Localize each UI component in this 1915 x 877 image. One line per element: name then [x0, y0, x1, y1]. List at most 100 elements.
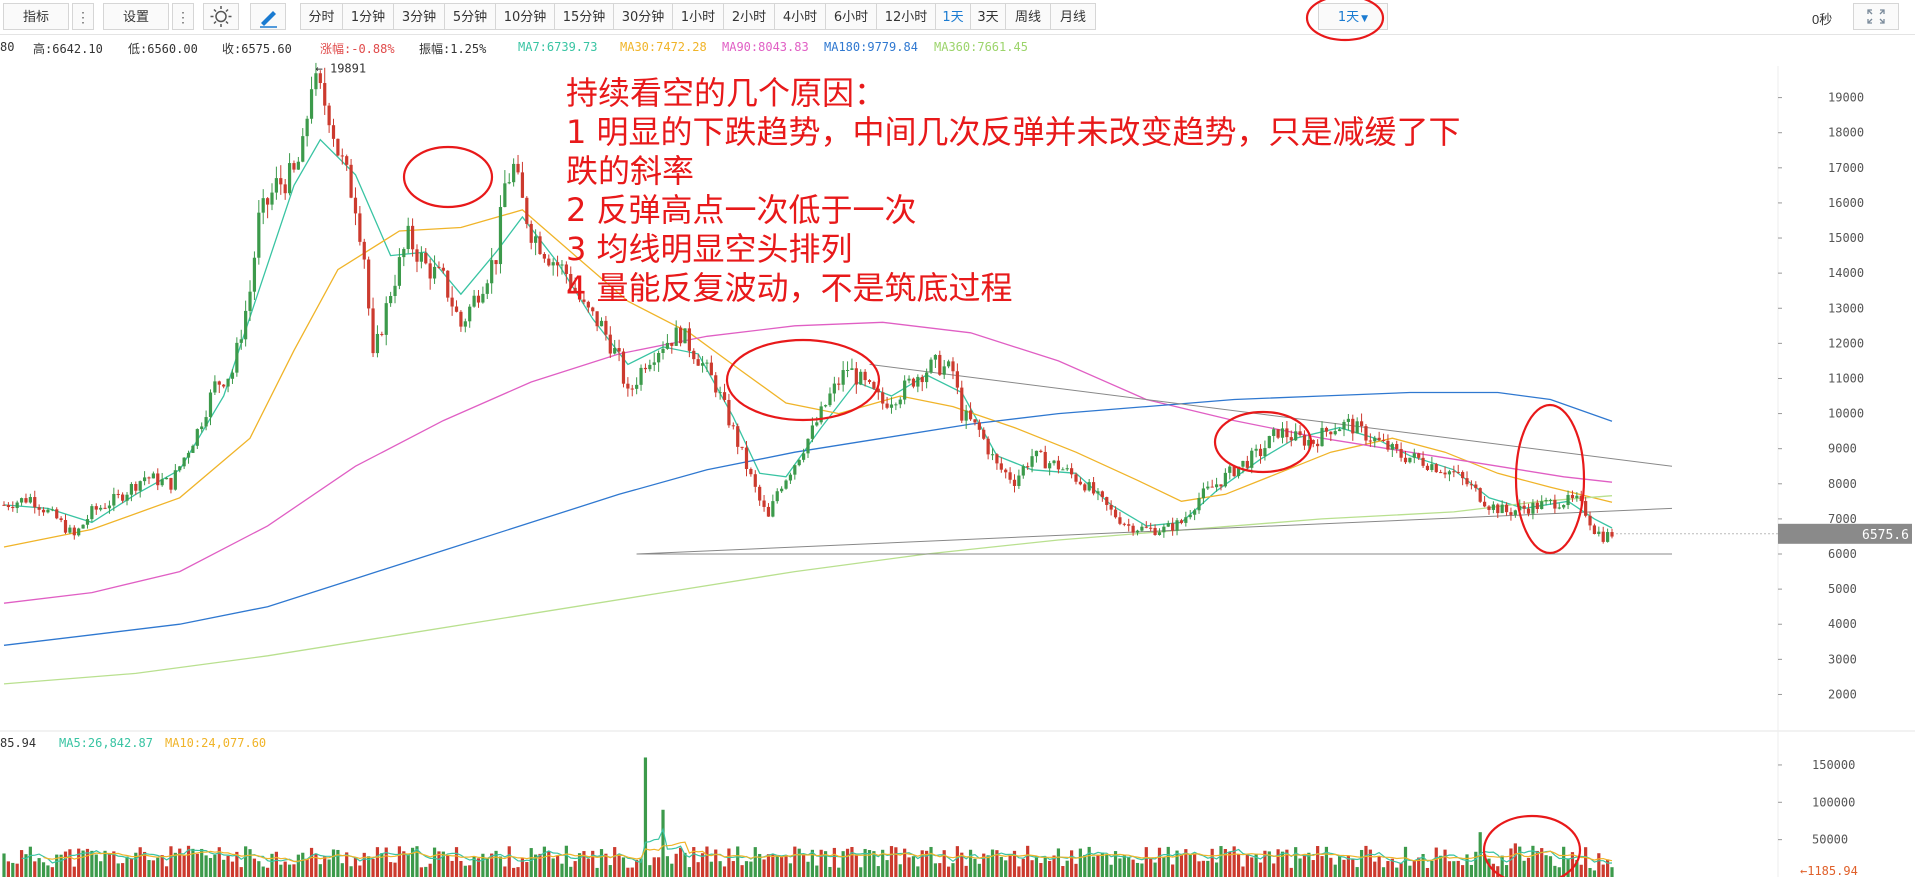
candle-body — [714, 375, 718, 393]
volume-bar — [1469, 864, 1474, 877]
indicators-menu-icon[interactable]: ⋮ — [72, 3, 94, 30]
candle-body — [371, 308, 375, 354]
volume-bar — [512, 867, 516, 877]
settings-menu-icon[interactable]: ⋮ — [172, 3, 194, 30]
candle-body — [424, 252, 428, 264]
volume-bar — [1531, 845, 1535, 877]
volume-bar — [1201, 860, 1206, 877]
interval-button-4[interactable]: 10分钟 — [495, 3, 555, 30]
interval-button-1[interactable]: 1分钟 — [342, 3, 394, 30]
volume-bar — [380, 853, 384, 877]
candle-body — [722, 392, 727, 400]
candle-body — [151, 473, 155, 479]
candle-body — [287, 163, 292, 194]
volume-ma5-line — [21, 827, 1613, 865]
candle-body — [960, 387, 964, 421]
volume-bar — [1570, 852, 1575, 877]
candle-body — [630, 388, 634, 390]
interval-button-9[interactable]: 4小时 — [774, 3, 826, 30]
candle-body — [802, 453, 806, 460]
candle-body — [1153, 527, 1157, 535]
interval-button-12[interactable]: 1天 — [935, 3, 971, 30]
volume-bar — [1513, 843, 1517, 877]
candle-body — [1210, 486, 1214, 488]
candle-body — [1504, 504, 1509, 513]
volume-bar — [72, 866, 76, 877]
volume-bar — [503, 866, 507, 877]
volume-bar — [577, 853, 582, 877]
indicators-button[interactable]: 指标 — [3, 3, 69, 30]
candle-body — [1113, 509, 1118, 518]
chevron-down-icon: ▼ — [1361, 14, 1369, 24]
candle-body — [485, 283, 489, 294]
volume-bar — [1118, 858, 1122, 877]
settings-button[interactable]: 设置 — [103, 3, 169, 30]
interval-button-0[interactable]: 分时 — [300, 3, 343, 30]
candle-body — [859, 371, 863, 385]
candle-body — [1443, 472, 1447, 475]
candle-body — [1513, 510, 1517, 515]
candle-body — [1026, 466, 1030, 468]
volume-bar — [1113, 851, 1118, 877]
candle-body — [661, 348, 665, 353]
volume-bar — [1465, 854, 1469, 877]
interval-button-3[interactable]: 5分钟 — [444, 3, 496, 30]
volume-bar — [1048, 860, 1052, 877]
candle-body — [138, 481, 142, 491]
volume-bar — [1188, 854, 1192, 877]
volume-bar — [714, 849, 718, 877]
candle-body — [1034, 450, 1039, 457]
volume-bar — [1228, 851, 1232, 877]
volume-bar — [94, 854, 98, 877]
candle-body — [1149, 527, 1153, 529]
volume-bar — [1504, 865, 1509, 877]
volume-bar — [621, 857, 626, 877]
volume-bar — [1526, 857, 1531, 877]
volume-bar — [107, 853, 112, 877]
volume-bar — [331, 849, 336, 877]
volume-bar — [845, 848, 850, 877]
candle-body — [819, 406, 823, 423]
candle-body — [1579, 495, 1583, 502]
volume-bar — [85, 848, 90, 877]
volume-bar — [1193, 853, 1197, 877]
volume-bar — [1276, 849, 1280, 877]
interval-button-11[interactable]: 12小时 — [876, 3, 936, 30]
candle-body — [529, 223, 533, 243]
brightness-icon[interactable] — [203, 3, 239, 30]
draw-pen-icon[interactable] — [250, 3, 286, 30]
interval-button-15[interactable]: 月线 — [1050, 3, 1096, 30]
candle-body — [1592, 525, 1597, 535]
fullscreen-icon[interactable] — [1853, 3, 1899, 30]
price-tick-label: 7000 — [1828, 512, 1857, 526]
volume-bar — [700, 853, 705, 877]
interval-button-13[interactable]: 3天 — [970, 3, 1006, 30]
candle-body — [525, 197, 529, 224]
candle-body — [657, 352, 661, 363]
annotation-line-1a: 1 明显的下跌趋势，中间几次反弹并未改变趋势，只是减缓了下 — [566, 113, 1461, 151]
volume-bar — [178, 848, 182, 877]
candle-body — [1425, 465, 1430, 470]
candle-body — [555, 262, 560, 266]
interval-dropdown[interactable]: 1天 ▼ — [1318, 3, 1388, 30]
interval-button-5[interactable]: 15分钟 — [554, 3, 614, 30]
volume-bar — [261, 866, 265, 877]
interval-button-14[interactable]: 周线 — [1005, 3, 1051, 30]
candle-body — [613, 347, 617, 354]
volume-bar — [564, 845, 568, 877]
interval-button-10[interactable]: 6小时 — [825, 3, 877, 30]
candle-body — [832, 383, 836, 394]
volume-bar — [1245, 854, 1249, 877]
candle-body — [90, 506, 94, 520]
volume-bar — [1606, 859, 1610, 877]
moving-average-ma90 — [3, 321, 1613, 604]
interval-button-8[interactable]: 2小时 — [723, 3, 775, 30]
interval-button-7[interactable]: 1小时 — [672, 3, 724, 30]
volume-bar — [1425, 867, 1430, 877]
candle-body — [964, 410, 968, 421]
candle-body — [296, 161, 300, 170]
volume-bar — [964, 865, 968, 877]
volume-bar — [1557, 867, 1561, 877]
volume-bar — [586, 858, 590, 877]
